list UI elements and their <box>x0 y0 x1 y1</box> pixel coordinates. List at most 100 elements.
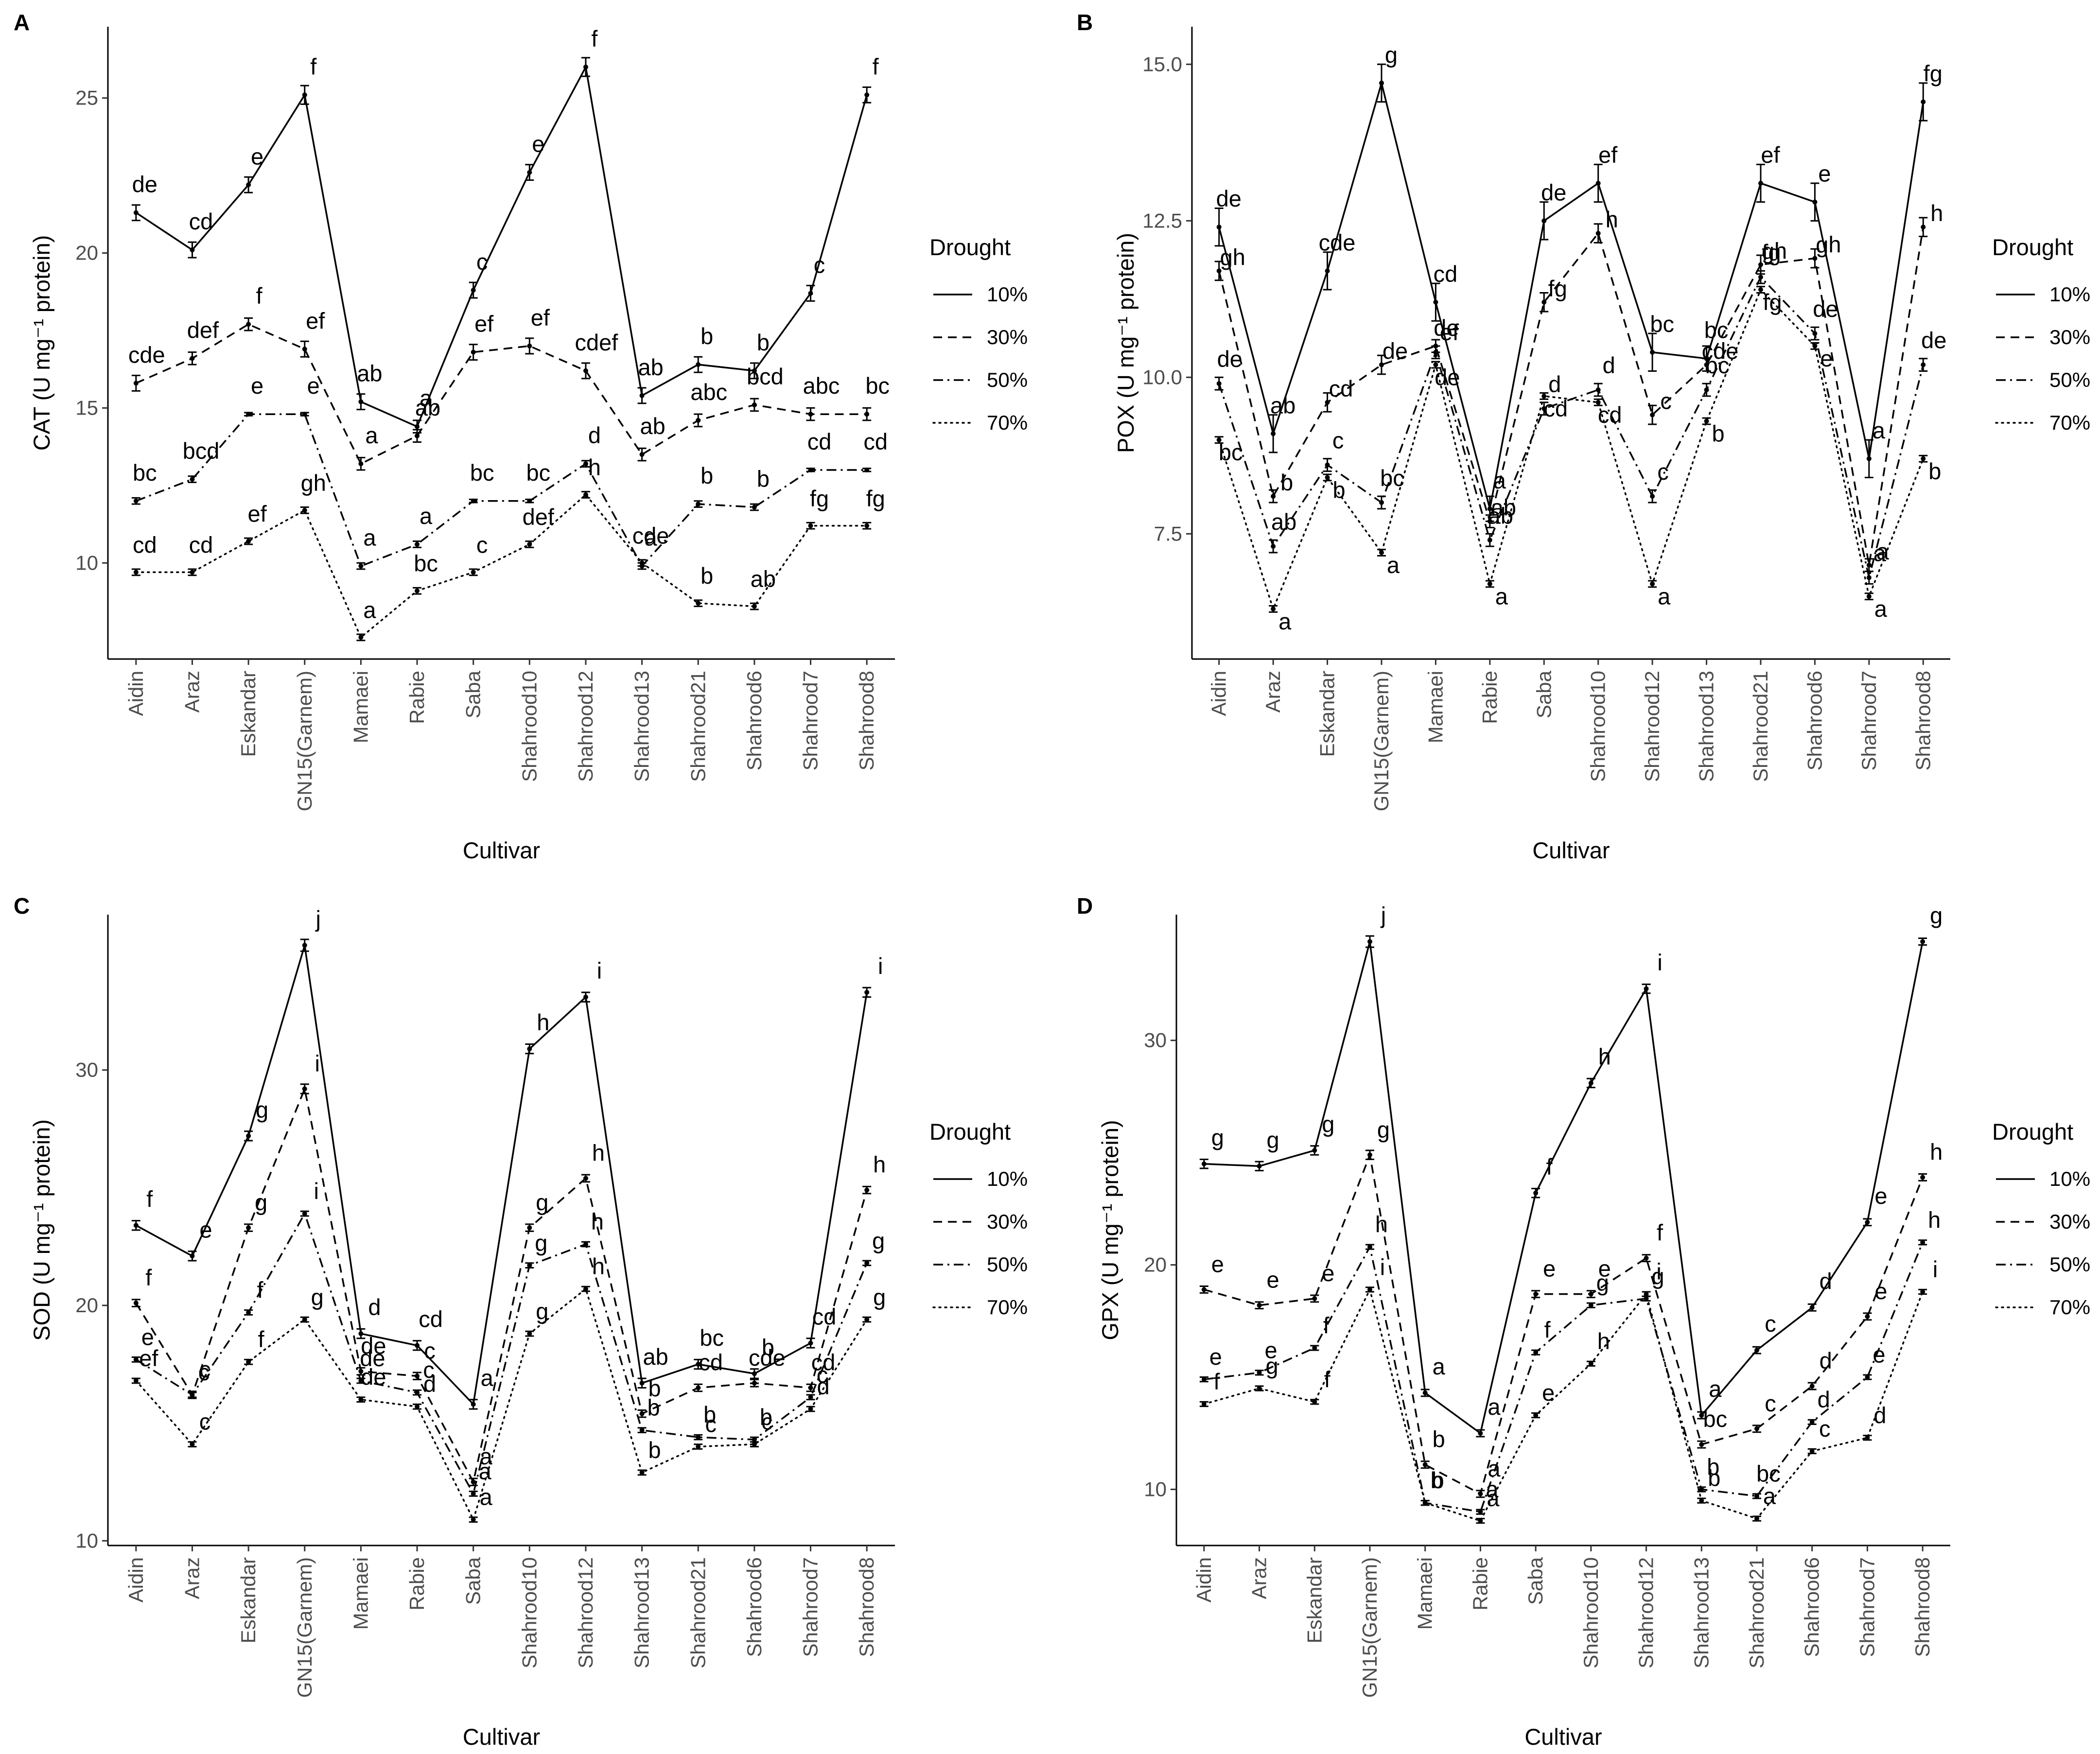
panel-b-sig-label: de <box>1921 328 1946 353</box>
panel-a-point <box>752 402 757 408</box>
panel-a-point <box>358 563 364 569</box>
panel-a-sig-label: abc <box>690 379 727 405</box>
panel-b-x-title: Cultivar <box>1532 837 1610 863</box>
panel-d-sig-label: g <box>1266 1353 1278 1379</box>
panel-d-ytick-label: 20 <box>1144 1253 1167 1276</box>
panel-a-sig-label: bc <box>133 460 157 486</box>
panel-a-point <box>190 570 195 575</box>
panel-c-sig-label: bc <box>700 1325 724 1351</box>
panel-c-point <box>471 1479 476 1485</box>
panel-a-sig-label: cde <box>128 342 165 367</box>
panel-c-sig-label: b <box>703 1402 716 1427</box>
panel-d-sig-label: a <box>1488 1456 1501 1481</box>
panel-c-point <box>752 1441 757 1447</box>
panel-a-point <box>358 399 364 404</box>
panel-c-sig-label: de <box>361 1333 386 1359</box>
panel-c-sig-label: c <box>423 1357 435 1383</box>
panel-d-point <box>1201 1287 1207 1292</box>
panel-a-ytick-label: 10 <box>75 551 98 574</box>
panel-c-sig-label: c <box>761 1409 773 1435</box>
panel-b-point <box>1595 231 1601 236</box>
panel-c-point <box>471 1517 476 1522</box>
panel-a-point <box>752 368 757 373</box>
panel-d-series-0-line <box>1204 941 1924 1435</box>
panel-d-ytick-label: 30 <box>1144 1029 1167 1052</box>
panel-d-y-title: GPX (U mg⁻¹ protein) <box>1097 1120 1123 1340</box>
panel-d-xtick-label: Shahrood6 <box>1801 1557 1823 1657</box>
panel-c-point <box>190 1253 195 1259</box>
panel-b-sig-label: bc <box>1704 317 1729 343</box>
panel-c-legend-label: 70% <box>987 1296 1028 1319</box>
panel-b-sig-label: gh <box>1762 238 1787 263</box>
panel-d-legend: Drought 10% 30% 50% 70% <box>1992 1119 2090 1319</box>
panel-d-x-title: Cultivar <box>1524 1724 1602 1750</box>
panel-c-legend-label: 10% <box>987 1167 1028 1190</box>
panel-b-sig-label: de <box>1216 186 1242 211</box>
panel-d-point <box>1699 1487 1704 1492</box>
panel-d-sig-label: d <box>1820 1268 1832 1294</box>
panel-a-point <box>302 347 307 352</box>
panel-a-sig-label: bc <box>526 460 551 486</box>
panel-c-sig-label: h <box>591 1209 604 1234</box>
panel-b-point <box>1812 256 1818 261</box>
panel-d-sig-label: j <box>1380 902 1386 928</box>
panel-c-xtick-label: Shahrood13 <box>630 1557 653 1668</box>
panel-a-sig-label: c <box>476 249 488 275</box>
panel-c-sig-label: g <box>536 1298 548 1324</box>
panel-d-sig-label: i <box>1933 1256 1938 1282</box>
panel-b-xtick-label: Eskandar <box>1316 671 1339 757</box>
panel-b-series-1-line <box>1218 226 1925 566</box>
panel-d-point <box>1201 1161 1207 1166</box>
panel-d-xtick-label: Shahrood13 <box>1690 1557 1713 1668</box>
panel-c-sig-label: cd <box>812 1303 837 1329</box>
panel-b-legend-title: Drought <box>1992 234 2073 260</box>
panel-c-sig-label: h <box>592 1140 605 1165</box>
panel-c-point <box>133 1378 139 1383</box>
panel-b-sig-label: ab <box>1491 495 1516 521</box>
panel-b-sig-label: e <box>1818 161 1831 187</box>
panel-c: C 10 20 30 Aidin Araz Eskandar GN15(Garnem) Mama… <box>14 893 1028 1750</box>
panel-a-point <box>133 381 139 386</box>
panel-d-point <box>1809 1419 1815 1424</box>
panel-b-point <box>1487 519 1492 524</box>
panel-d-point <box>1920 1289 1925 1295</box>
panel-a-point <box>583 368 588 373</box>
panel-b-sig-label: ef <box>1761 142 1780 168</box>
panel-d-sig-label: e <box>1265 1337 1278 1363</box>
panel-d-sig-label: e <box>1874 1183 1887 1209</box>
panel-c-legend-label: 50% <box>987 1253 1028 1276</box>
panel-d-sig-label: i <box>1656 1259 1661 1285</box>
panel-d-point <box>1809 1384 1815 1389</box>
panel-d-sig-label: c <box>1819 1416 1831 1441</box>
panel-c-legend: Drought 10% 30% 50% 70% <box>929 1119 1028 1319</box>
panel-d-xtick-label: Saba <box>1524 1557 1547 1605</box>
panel-a-point <box>583 461 588 467</box>
panel-a-point <box>246 412 251 417</box>
panel-d-legend-label: 70% <box>2049 1296 2090 1319</box>
panel-b-point <box>1921 225 1926 230</box>
panel-d: D 10 20 30 Aidin Araz Eskandar GN15(Garnem) Mama… <box>1077 893 2090 1750</box>
panel-b-xtick-label: GN15(Garnem) <box>1370 671 1393 811</box>
panel-b-sig-label: g <box>1385 42 1398 68</box>
panel-c-xtick-label: Shahrood6 <box>743 1557 766 1657</box>
panel-b-point <box>1921 99 1926 104</box>
panel-c-sig-label: c <box>199 1356 211 1382</box>
panel-b-point <box>1271 606 1276 611</box>
panel-a-point <box>639 393 645 398</box>
panel-c-point <box>358 1369 364 1374</box>
panel-a-sig-label: gh <box>301 470 326 496</box>
panel-b-sig-label: b <box>1928 458 1941 484</box>
panel-d-sig-label: g <box>1377 1116 1390 1142</box>
panel-c-sig-label: c <box>198 1359 210 1385</box>
panel-a-ytick-label: 25 <box>75 87 98 109</box>
panel-c-point <box>527 1263 532 1268</box>
panel-a-xtick-label: Shahrood7 <box>799 671 822 771</box>
panel-d-point <box>1533 1291 1539 1297</box>
panel-d-sig-label: e <box>1598 1256 1611 1282</box>
panel-b-point <box>1433 362 1438 367</box>
panel-a-sig-label: a <box>363 597 376 623</box>
panel-b-point <box>1758 262 1763 267</box>
panel-c-point <box>864 1317 870 1322</box>
panel-a-sig-label: cd <box>189 208 213 234</box>
panel-c-sig-label: ef <box>139 1345 158 1371</box>
